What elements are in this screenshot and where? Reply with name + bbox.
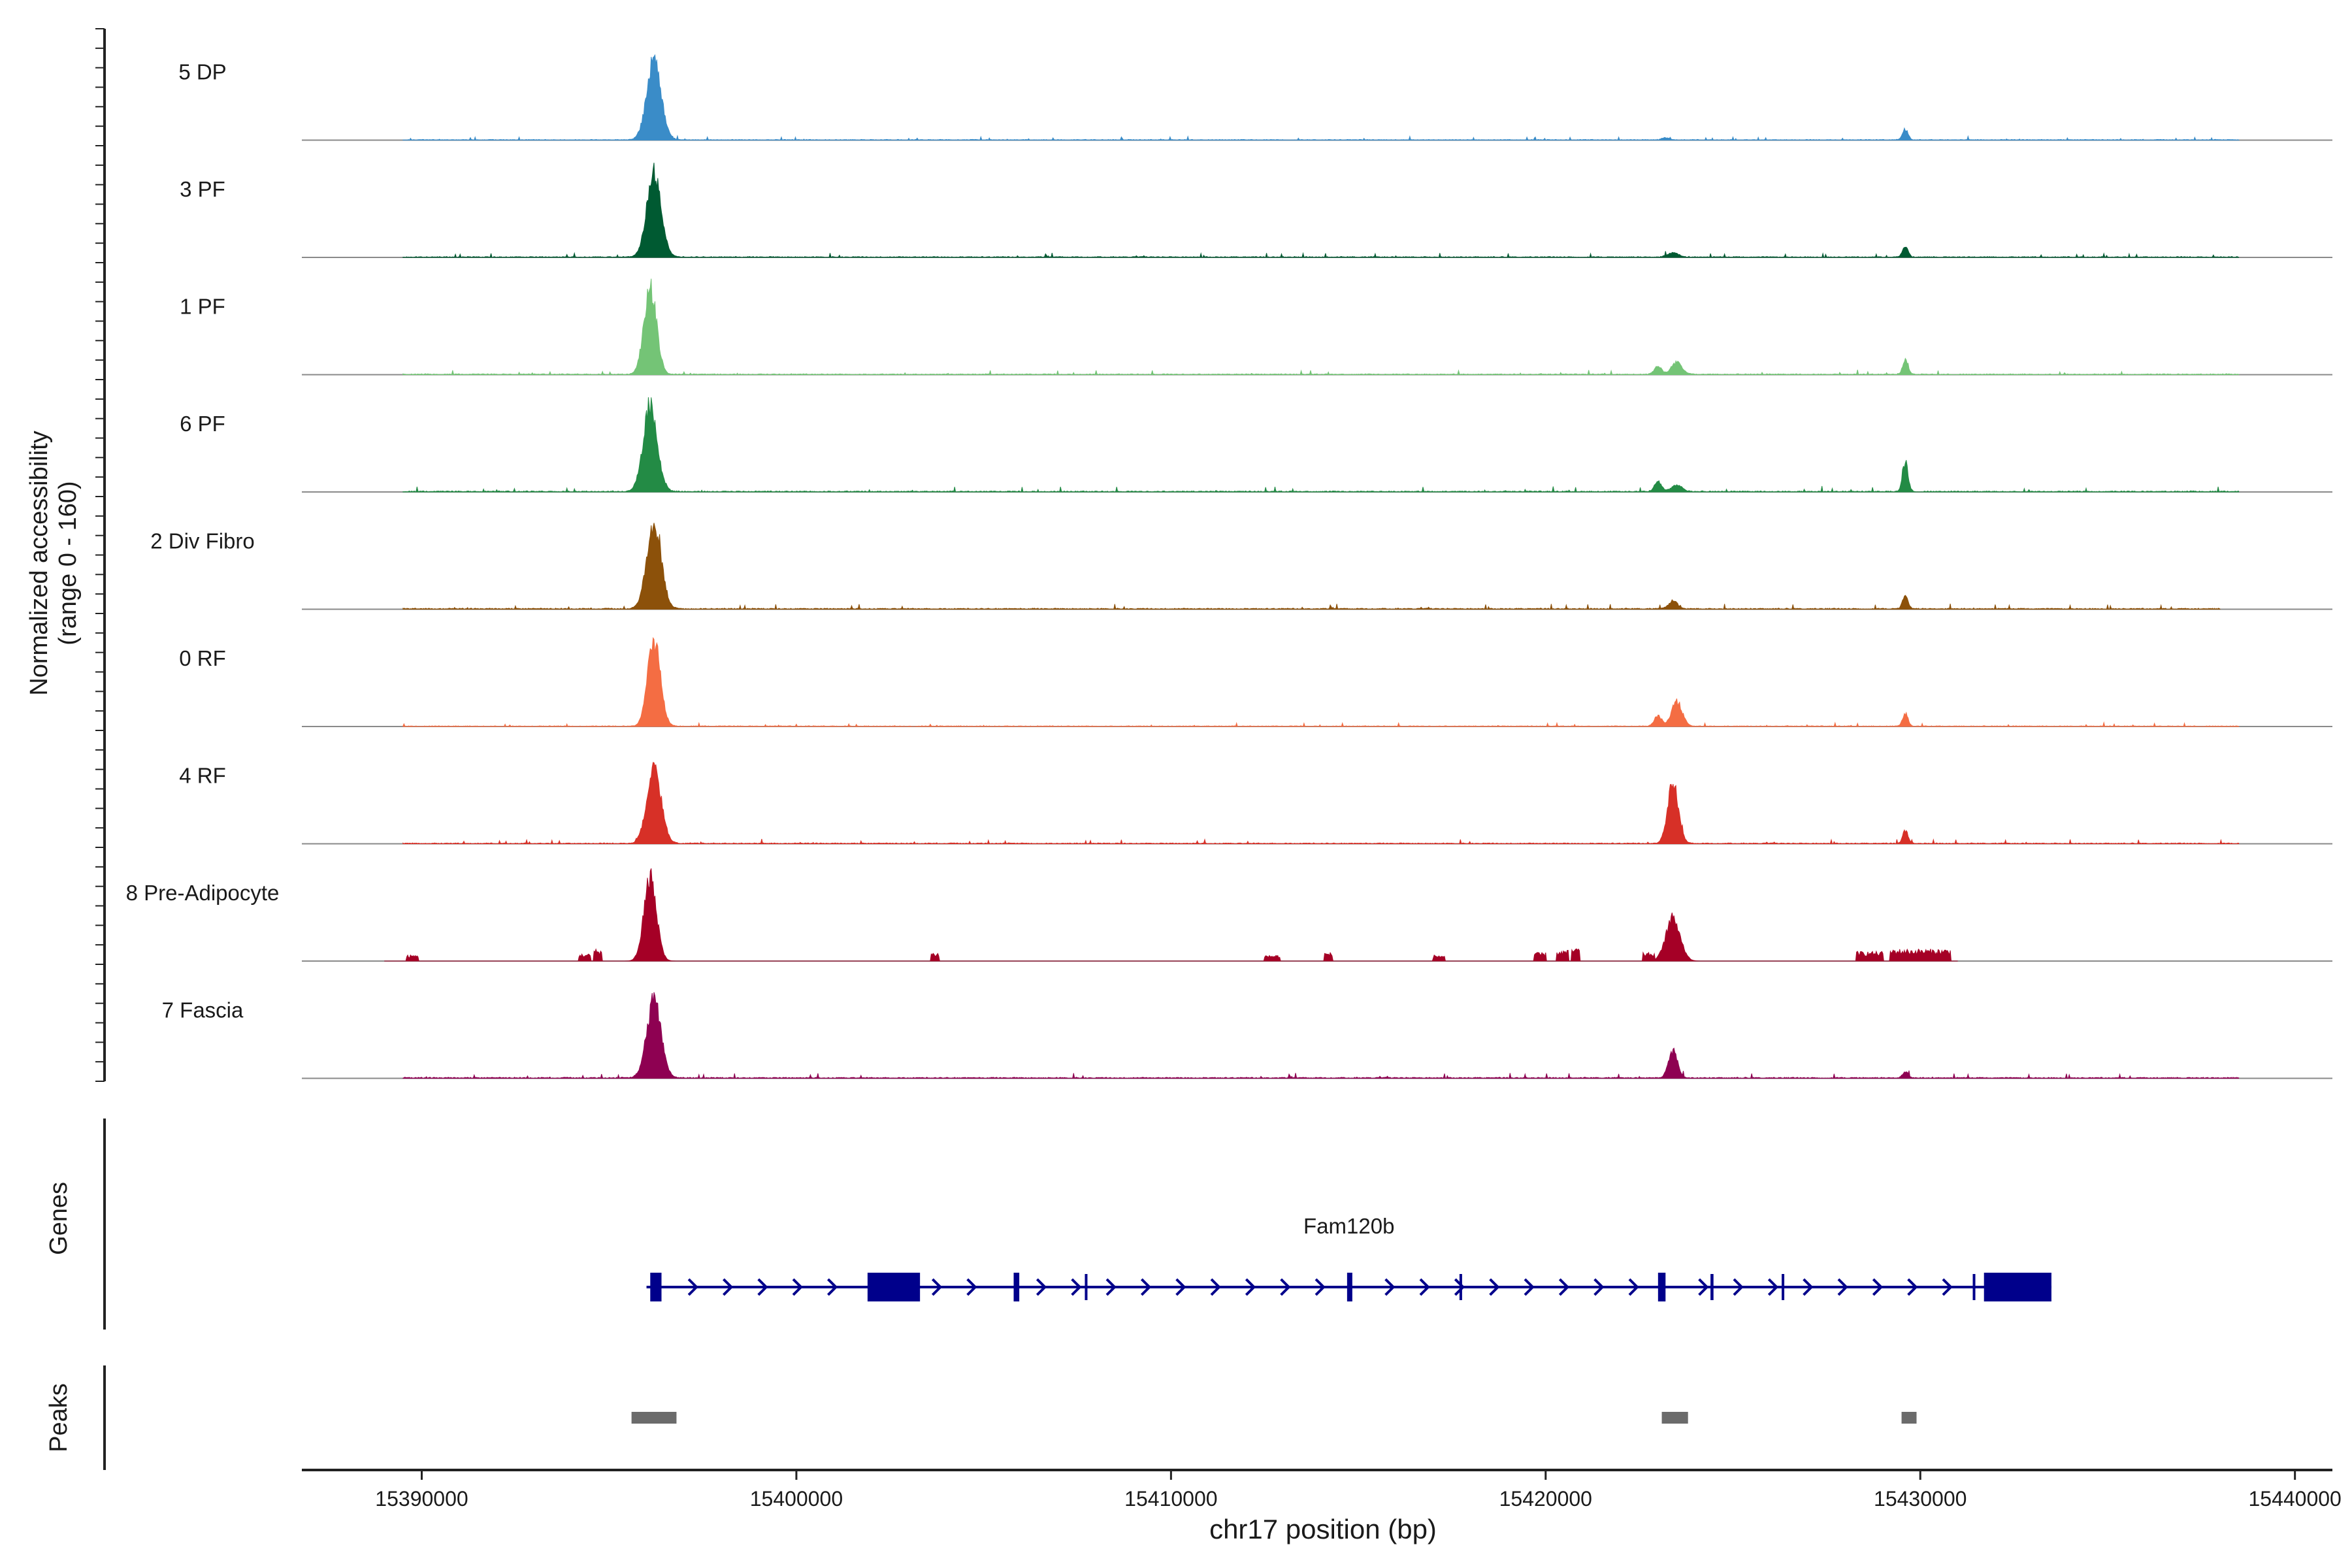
strand-arrow-icon bbox=[1071, 1278, 1082, 1296]
genes-panel: Fam120b bbox=[103, 1119, 2051, 1330]
strand-arrow-icon bbox=[723, 1278, 734, 1296]
gene-exon bbox=[1782, 1274, 1785, 1300]
peak-region bbox=[1661, 1412, 1688, 1424]
track-1-pf: 1 PF bbox=[180, 278, 2332, 376]
track-0-rf: 0 RF bbox=[179, 637, 2332, 727]
strand-arrow-icon bbox=[687, 1278, 698, 1296]
strand-arrow-icon bbox=[1593, 1278, 1605, 1296]
x-tick-label: 15420000 bbox=[1499, 1487, 1592, 1511]
x-tick-label: 15440000 bbox=[2248, 1487, 2341, 1511]
track-label: 1 PF bbox=[180, 295, 225, 319]
track-3-pf: 3 PF bbox=[180, 163, 2332, 258]
strand-arrow-icon bbox=[1175, 1278, 1186, 1296]
strand-arrow-icon bbox=[1105, 1278, 1117, 1296]
track-label: 2 Div Fibro bbox=[150, 529, 255, 553]
strand-arrow-icon bbox=[966, 1278, 977, 1296]
track-5-dp: 5 DP bbox=[178, 54, 2332, 141]
y-axis-label-line2: (range 0 - 160) bbox=[54, 481, 82, 645]
gene-exon bbox=[1710, 1274, 1714, 1300]
x-axis: 15390000 15400000 15410000 15420000 15430000… bbox=[302, 1469, 2342, 1511]
x-tick-label: 15430000 bbox=[1874, 1487, 1967, 1511]
track-label: 7 Fascia bbox=[162, 998, 244, 1022]
x-axis-label: chr17 position (bp) bbox=[1209, 1514, 1437, 1544]
x-tick-label: 15390000 bbox=[375, 1487, 468, 1511]
track-6-pf: 6 PF bbox=[180, 397, 2332, 493]
genes-panel-label: Genes bbox=[45, 1182, 73, 1255]
track-2-div-fibro: 2 Div Fibro bbox=[150, 523, 2332, 610]
strand-arrow-icon bbox=[1315, 1278, 1326, 1296]
strand-arrow-icon bbox=[1280, 1278, 1291, 1296]
track-8-pre-adipocyte: 8 Pre-Adipocyte bbox=[126, 868, 2332, 962]
accessibility-tracks: 5 DP 3 PF 1 PF 6 PF 2 Div Fibro 0 RF 4 RF 8 Pre… bbox=[126, 54, 2332, 1079]
peaks-panel-label: Peaks bbox=[45, 1383, 73, 1452]
track-label: 4 RF bbox=[179, 764, 226, 788]
strand-arrow-icon bbox=[931, 1278, 943, 1296]
strand-arrow-icon bbox=[1524, 1278, 1535, 1296]
strand-arrow-icon bbox=[1419, 1278, 1430, 1296]
strand-arrow-icon bbox=[1628, 1278, 1639, 1296]
gene-exon bbox=[1085, 1274, 1088, 1300]
strand-arrow-icon bbox=[1803, 1278, 1814, 1296]
strand-arrow-icon bbox=[757, 1278, 768, 1296]
track-label: 0 RF bbox=[179, 646, 226, 670]
track-label: 5 DP bbox=[178, 60, 226, 84]
strand-arrow-icon bbox=[792, 1278, 803, 1296]
strand-arrow-icon bbox=[1558, 1278, 1570, 1296]
track-signal-area bbox=[402, 54, 2240, 141]
track-signal-area bbox=[402, 523, 2221, 610]
x-tick-label: 15400000 bbox=[750, 1487, 843, 1511]
strand-arrow-icon bbox=[1837, 1278, 1848, 1296]
track-signal-area bbox=[402, 278, 2240, 376]
gene-exon bbox=[1013, 1273, 1020, 1301]
gene-exon bbox=[1459, 1274, 1462, 1300]
strand-arrow-icon bbox=[1907, 1278, 1918, 1296]
track-label: 6 PF bbox=[180, 412, 225, 436]
strand-arrow-icon bbox=[1698, 1278, 1709, 1296]
strand-arrow-icon bbox=[1384, 1278, 1396, 1296]
peaks-panel bbox=[103, 1365, 1917, 1470]
track-4-rf: 4 RF bbox=[179, 762, 2332, 845]
peak-region bbox=[1901, 1412, 1917, 1424]
strand-arrow-icon bbox=[1140, 1278, 1152, 1296]
x-tick-label: 15410000 bbox=[1124, 1487, 1217, 1511]
gene-exon bbox=[1984, 1273, 2051, 1301]
strand-arrow-icon bbox=[1942, 1278, 1953, 1296]
peak-region bbox=[631, 1412, 677, 1424]
gene-exon bbox=[867, 1273, 921, 1301]
y-axis bbox=[95, 28, 106, 1082]
strand-arrow-icon bbox=[1036, 1278, 1047, 1296]
track-signal-area bbox=[402, 637, 2240, 727]
strand-arrow-icon bbox=[1872, 1278, 1884, 1296]
track-signal-area bbox=[402, 397, 2240, 493]
gene-name: Fam120b bbox=[1303, 1214, 1394, 1238]
track-7-fascia: 7 Fascia bbox=[162, 992, 2332, 1079]
strand-arrow-icon bbox=[1245, 1278, 1256, 1296]
strand-arrow-icon bbox=[1454, 1278, 1465, 1296]
gene-exon bbox=[1658, 1273, 1666, 1301]
track-signal-area bbox=[402, 762, 2240, 845]
track-label: 3 PF bbox=[180, 177, 225, 201]
strand-arrow-icon bbox=[826, 1278, 838, 1296]
strand-arrow-icon bbox=[1489, 1278, 1500, 1296]
strand-arrow-icon bbox=[1210, 1278, 1221, 1296]
gene-exon bbox=[650, 1273, 662, 1301]
track-signal-area bbox=[402, 992, 2240, 1079]
track-label: 8 Pre-Adipocyte bbox=[126, 881, 280, 905]
track-signal-area bbox=[384, 868, 1958, 962]
strand-arrow-icon bbox=[1733, 1278, 1744, 1296]
track-signal-area bbox=[402, 163, 2240, 258]
gene-exon bbox=[1972, 1274, 1976, 1300]
y-axis-label-line1: Normalized accessibility bbox=[25, 431, 53, 695]
gene-exon bbox=[1347, 1273, 1352, 1301]
strand-arrow-icon bbox=[1767, 1278, 1779, 1296]
